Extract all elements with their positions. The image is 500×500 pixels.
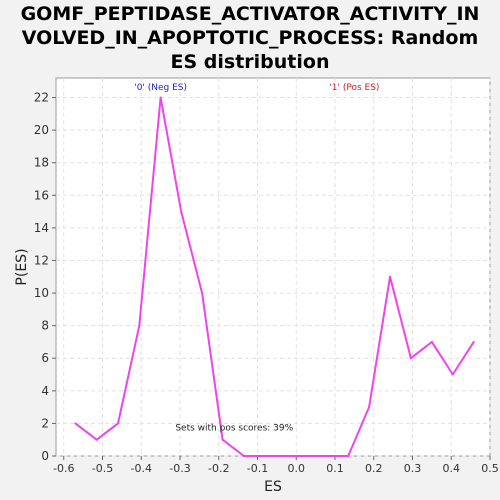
y-tick-label: 0 xyxy=(41,449,49,463)
x-tick-label: 0.5 xyxy=(481,462,499,475)
annotation-label: Sets with pos scores: 39% xyxy=(175,424,293,434)
x-tick-label: -0.5 xyxy=(92,462,113,475)
data-point xyxy=(138,324,141,327)
data-point xyxy=(221,438,224,441)
data-point xyxy=(430,340,433,343)
data-point xyxy=(117,422,119,425)
x-tick-label: 0.3 xyxy=(404,462,422,475)
x-tick-label: 0.1 xyxy=(326,462,344,475)
y-tick-label: 16 xyxy=(34,188,49,202)
data-point xyxy=(368,406,371,409)
y-axis: 0 2 4 6 8 10 12 14 16 18 20 22 xyxy=(34,91,56,463)
x-tick-label: -0.2 xyxy=(208,462,229,475)
y-tick-label: 14 xyxy=(34,221,49,235)
y-tick-label: 18 xyxy=(34,156,49,170)
chart-title-line-1: GOMF_PEPTIDASE_ACTIVATOR_ACTIVITY_IN xyxy=(20,3,480,25)
data-point xyxy=(180,210,183,213)
y-tick-label: 6 xyxy=(41,351,49,365)
chart-title-line-2: VOLVED_IN_APOPTOTIC_PROCESS: Random xyxy=(21,27,479,49)
x-axis-label: ES xyxy=(264,479,282,495)
annotation-label: '1' (Pos ES) xyxy=(329,83,379,93)
data-point xyxy=(472,340,475,343)
data-point xyxy=(201,292,204,295)
x-axis: -0.6 -0.5 -0.4 -0.3 -0.2 -0.1 0.0 0.1 0.2 0.3 0.4 0… xyxy=(53,456,499,475)
y-tick-label: 10 xyxy=(34,286,49,300)
data-point xyxy=(305,455,308,457)
x-tick-label: 0.2 xyxy=(365,462,383,475)
data-point xyxy=(409,357,412,360)
series-line xyxy=(74,96,475,457)
y-tick-label: 20 xyxy=(34,123,49,137)
y-tick-label: 12 xyxy=(34,253,49,267)
data-point xyxy=(389,275,392,278)
x-tick-label: 0.0 xyxy=(288,462,306,475)
plot-area xyxy=(55,77,491,457)
x-tick-label: -0.4 xyxy=(131,462,152,475)
annotation-layer: '0' (Neg ES) '1' (Pos ES) Sets with pos sc… xyxy=(134,83,379,434)
data-point xyxy=(347,455,350,457)
data-point xyxy=(284,455,287,457)
series-layer xyxy=(74,96,475,457)
y-axis-label: P(ES) xyxy=(14,248,30,285)
y-tick-label: 4 xyxy=(41,384,49,398)
data-point xyxy=(263,455,266,457)
data-point xyxy=(74,422,77,425)
x-tick-label: -0.1 xyxy=(247,462,268,475)
data-point xyxy=(326,455,329,457)
data-point xyxy=(159,96,162,99)
y-tick-label: 22 xyxy=(34,91,49,105)
x-tick-label: 0.4 xyxy=(443,462,461,475)
y-tick-label: 2 xyxy=(41,416,49,430)
data-point xyxy=(95,438,98,441)
data-point xyxy=(242,455,245,457)
data-point xyxy=(451,373,454,376)
chart-title: GOMF_PEPTIDASE_ACTIVATOR_ACTIVITY_IN VOL… xyxy=(0,2,500,74)
x-tick-label: -0.6 xyxy=(53,462,74,475)
x-tick-label: -0.3 xyxy=(169,462,190,475)
chart-title-line-3: ES distribution xyxy=(170,51,330,73)
annotation-label: '0' (Neg ES) xyxy=(134,83,187,93)
y-tick-label: 8 xyxy=(41,319,49,333)
